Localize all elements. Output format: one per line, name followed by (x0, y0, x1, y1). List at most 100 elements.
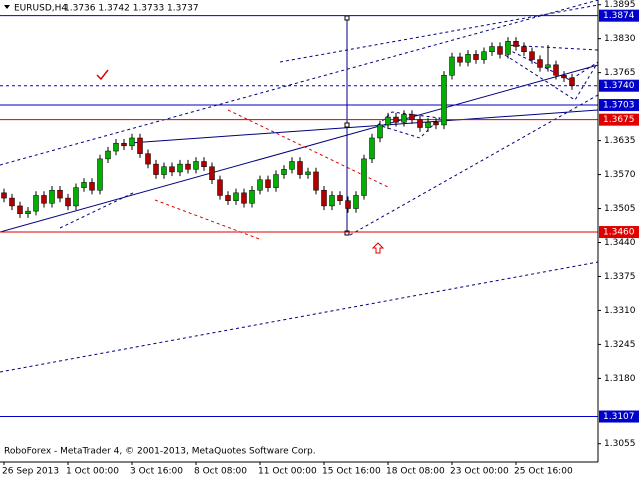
candle-body (25, 210, 31, 215)
plot (0, 15, 598, 418)
candle-body (153, 163, 159, 175)
channel-line (0, 0, 599, 166)
measure-handle (344, 15, 350, 21)
candle-body (225, 195, 231, 201)
ohlc-text: 1.3736 1.3742 1.3733 1.3737 (64, 4, 199, 14)
candle-body (121, 142, 127, 147)
candle-body (281, 169, 287, 175)
level-label: 1.3703 (603, 101, 635, 111)
y-tick-label: 1.3570 (604, 170, 636, 180)
candle-body (521, 46, 527, 52)
candle-body (89, 182, 95, 191)
candle-body (433, 122, 439, 126)
trend-line (0, 64, 599, 233)
footer: RoboForex - MetaTrader 4, © 2001-2013, M… (4, 447, 316, 457)
candle-body (321, 189, 327, 207)
candle-body (457, 56, 463, 63)
y-tick-label: 1.3310 (604, 306, 636, 316)
candle-body (361, 158, 367, 196)
candle-body (201, 161, 207, 167)
candle-body (273, 174, 279, 188)
candle-body (489, 46, 495, 52)
candle-body (57, 189, 63, 199)
level-label-box (599, 79, 639, 92)
candle-body (49, 189, 55, 204)
level-label-box (599, 113, 639, 126)
candle-body (329, 195, 335, 207)
x-tick-label: 25 Oct 16:00 (514, 467, 573, 477)
x-tick-label: 18 Oct 08:00 (386, 467, 445, 477)
chart-title: EURUSD,H4 (14, 4, 67, 14)
candle-body (209, 166, 215, 181)
candle-body (513, 41, 519, 47)
x-tick-label: 8 Oct 08:00 (194, 467, 247, 477)
candle-body (65, 197, 71, 207)
candle-body (113, 142, 119, 152)
channel-line (59, 191, 136, 229)
x-tick-label: 26 Sep 2013 (2, 467, 59, 477)
candle-body (289, 161, 295, 170)
level-label: 1.3874 (603, 11, 635, 21)
candle-body (353, 195, 359, 209)
symbol-icon (4, 5, 10, 9)
level-label-box (599, 410, 639, 423)
wave-line (154, 199, 263, 241)
candle-body (377, 124, 383, 139)
candle-body (393, 116, 399, 123)
candle-body (17, 205, 23, 215)
candle-body (73, 187, 79, 207)
candle-body (97, 158, 103, 191)
candle-body (185, 163, 191, 170)
candle-body (449, 56, 455, 76)
candle-body (193, 161, 199, 170)
level-label: 1.3740 (603, 81, 635, 91)
candle-body (241, 192, 247, 204)
y-tick-label: 1.3245 (604, 340, 636, 350)
candle-body (177, 163, 183, 173)
level-label: 1.3107 (603, 412, 635, 422)
candle-body (257, 179, 263, 191)
measure-handle (344, 230, 350, 236)
x-tick-label: 15 Oct 16:00 (322, 467, 381, 477)
candle-body (1, 192, 7, 199)
candle-body (505, 41, 511, 55)
candle-body (561, 75, 567, 79)
pattern-outline (377, 111, 442, 139)
candle-body (169, 166, 175, 173)
candle-body (161, 166, 167, 175)
check-mark (96, 69, 109, 81)
candle-body (441, 75, 447, 126)
candle-body (41, 195, 47, 204)
candle-body (81, 182, 87, 188)
candle-body (105, 150, 111, 160)
candle-body (129, 137, 135, 147)
candle-body (305, 171, 311, 175)
candle-body (553, 64, 559, 76)
candle-body (313, 171, 319, 191)
y-tick-label: 1.3055 (604, 439, 636, 449)
up-arrow (371, 242, 385, 254)
candle-body (345, 200, 351, 209)
y-tick-label: 1.3765 (604, 68, 636, 78)
candle-body (401, 114, 407, 123)
candle-body (233, 192, 239, 201)
channel-line (0, 261, 599, 373)
candle-body (385, 116, 391, 126)
level-label-box (599, 99, 639, 112)
candle-body (9, 197, 15, 207)
candle-body (497, 46, 503, 55)
y-tick-label: 1.3830 (604, 34, 636, 44)
x-tick-label: 3 Oct 16:00 (130, 467, 183, 477)
y-tick-label: 1.3635 (604, 136, 636, 146)
y-tick-label: 1.3895 (604, 0, 636, 10)
candle-body (249, 189, 255, 204)
x-tick-label: 11 Oct 00:00 (258, 467, 317, 477)
candle-body (529, 51, 535, 60)
candle-body (537, 59, 543, 68)
candle-body (337, 195, 343, 201)
candle-body (425, 122, 431, 128)
candle-body (417, 119, 423, 128)
